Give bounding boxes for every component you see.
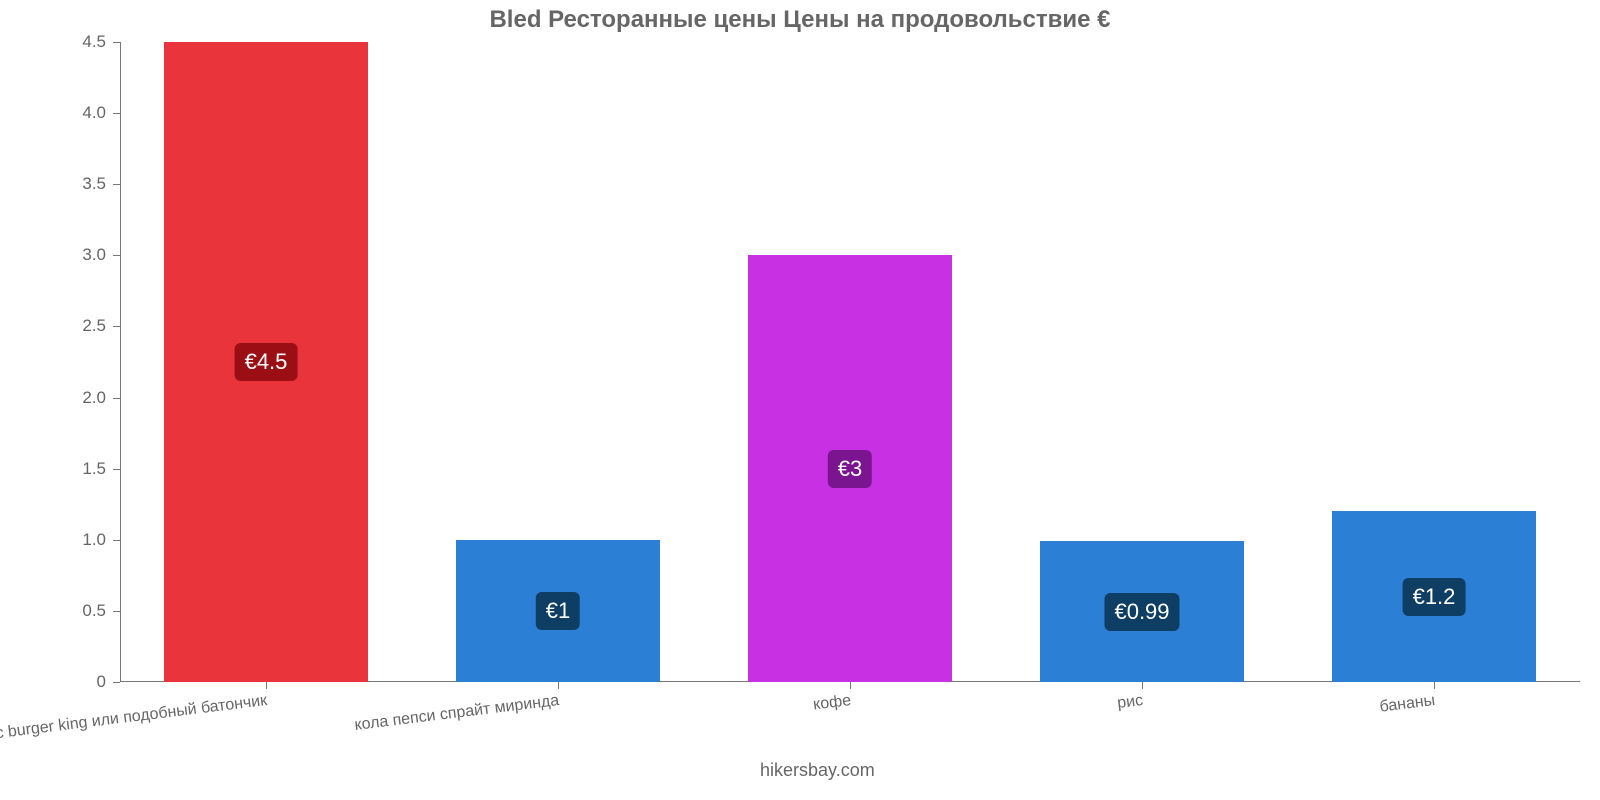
x-tick xyxy=(558,682,559,689)
y-tick-label: 0 xyxy=(97,672,120,692)
y-tick-label: 4.0 xyxy=(82,103,120,123)
bar-value-label: €0.99 xyxy=(1104,593,1179,631)
bar-value-label: €3 xyxy=(828,450,872,488)
plot-area: 00.51.01.52.02.53.03.54.04.5€4.5mac burg… xyxy=(120,42,1580,682)
bar-value-label: €1 xyxy=(536,592,580,630)
y-tick-label: 4.5 xyxy=(82,32,120,52)
price-chart: Bled Ресторанные цены Цены на продовольс… xyxy=(0,0,1600,800)
y-tick-label: 1.5 xyxy=(82,459,120,479)
x-tick xyxy=(266,682,267,689)
y-tick-label: 0.5 xyxy=(82,601,120,621)
y-axis xyxy=(120,42,121,682)
bar-value-label: €4.5 xyxy=(235,343,298,381)
bar-value-label: €1.2 xyxy=(1403,578,1466,616)
x-tick xyxy=(1142,682,1143,689)
credit-text: hikersbay.com xyxy=(760,760,875,781)
y-tick-label: 3.5 xyxy=(82,174,120,194)
y-tick-label: 1.0 xyxy=(82,530,120,550)
y-tick-label: 2.5 xyxy=(82,316,120,336)
x-tick xyxy=(850,682,851,689)
y-tick-label: 3.0 xyxy=(82,245,120,265)
chart-title: Bled Ресторанные цены Цены на продовольс… xyxy=(0,6,1600,34)
x-tick xyxy=(1434,682,1435,689)
y-tick-label: 2.0 xyxy=(82,388,120,408)
